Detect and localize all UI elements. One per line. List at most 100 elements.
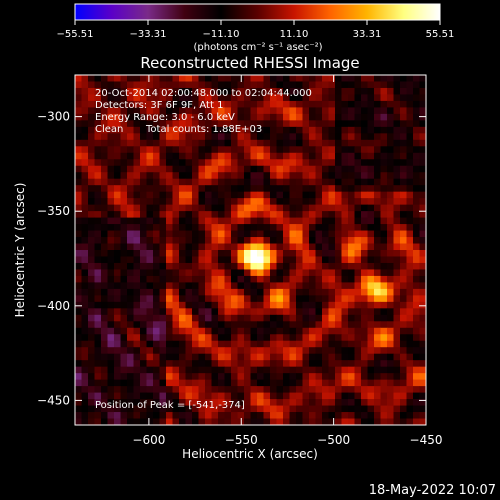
heatmap-cell bbox=[406, 360, 414, 368]
heatmap-cell bbox=[257, 256, 264, 264]
heatmap-cell bbox=[263, 275, 271, 283]
heatmap-cell bbox=[146, 275, 154, 283]
heatmap-cell bbox=[192, 139, 199, 147]
heatmap-cell bbox=[322, 288, 329, 296]
heatmap-cell bbox=[127, 386, 134, 393]
heatmap-cell bbox=[374, 94, 381, 102]
heatmap-cell bbox=[231, 373, 238, 381]
heatmap-cell bbox=[88, 113, 95, 121]
heatmap-cell bbox=[140, 178, 147, 186]
heatmap-cell bbox=[283, 373, 290, 381]
heatmap-cell bbox=[114, 399, 121, 406]
heatmap-cell bbox=[133, 275, 141, 283]
heatmap-cell bbox=[296, 269, 303, 277]
heatmap-cell bbox=[107, 392, 115, 400]
heatmap-cell bbox=[172, 360, 180, 368]
heatmap-cell bbox=[354, 198, 362, 206]
heatmap-cell bbox=[205, 347, 212, 355]
heatmap-cell bbox=[179, 373, 186, 381]
heatmap-cell bbox=[159, 172, 167, 180]
heatmap-cell bbox=[341, 146, 349, 154]
heatmap-cell bbox=[146, 353, 154, 361]
heatmap-cell bbox=[348, 237, 355, 244]
heatmap-cell bbox=[283, 172, 290, 180]
heatmap-cell bbox=[153, 418, 160, 426]
heatmap-cell bbox=[328, 94, 336, 102]
heatmap-cell bbox=[348, 107, 355, 115]
heatmap-cell bbox=[413, 301, 420, 309]
heatmap-cell bbox=[341, 243, 349, 251]
heatmap-cell bbox=[244, 340, 251, 348]
heatmap-cell bbox=[192, 386, 199, 393]
heatmap-cell bbox=[276, 126, 284, 134]
heatmap-cell bbox=[309, 275, 316, 283]
heatmap-cell bbox=[289, 301, 297, 309]
heatmap-cell bbox=[296, 100, 303, 108]
heatmap-cell bbox=[166, 301, 173, 309]
heatmap-cell bbox=[146, 217, 154, 225]
heatmap-cell bbox=[348, 146, 355, 154]
heatmap-cell bbox=[244, 133, 251, 141]
heatmap-cell bbox=[374, 308, 381, 316]
heatmap-cell bbox=[101, 360, 108, 368]
heatmap-cell bbox=[94, 360, 102, 368]
heatmap-cell bbox=[231, 379, 238, 387]
heatmap-cell bbox=[400, 366, 407, 374]
heatmap-cell bbox=[244, 237, 251, 244]
heatmap-cell bbox=[218, 379, 225, 387]
heatmap-cell bbox=[387, 282, 394, 290]
heatmap-cell bbox=[250, 412, 258, 419]
heatmap-cell bbox=[387, 139, 394, 147]
heatmap-cell bbox=[302, 204, 310, 212]
heatmap-cell bbox=[205, 243, 212, 251]
heatmap-cell bbox=[231, 204, 238, 212]
heatmap-cell bbox=[153, 146, 160, 154]
heatmap-cell bbox=[127, 353, 134, 361]
heatmap-cell bbox=[393, 405, 401, 413]
heatmap-cell bbox=[88, 366, 95, 374]
heatmap-cell bbox=[263, 386, 271, 393]
heatmap-cell bbox=[283, 120, 290, 128]
heatmap-cell bbox=[172, 256, 180, 264]
heatmap-cell bbox=[315, 224, 323, 231]
heatmap-cell bbox=[211, 146, 219, 154]
heatmap-cell bbox=[257, 133, 264, 141]
heatmap-cell bbox=[315, 405, 323, 413]
heatmap-cell bbox=[393, 152, 401, 160]
heatmap-cell bbox=[322, 334, 329, 342]
heatmap-cell bbox=[296, 152, 303, 160]
heatmap-cell bbox=[309, 256, 316, 264]
heatmap-cell bbox=[94, 139, 102, 147]
heatmap-cell bbox=[367, 353, 375, 361]
heatmap-cell bbox=[361, 366, 368, 374]
heatmap-cell bbox=[315, 217, 323, 225]
heatmap-cell bbox=[224, 191, 232, 199]
heatmap-cell bbox=[218, 113, 225, 121]
heatmap-cell bbox=[244, 256, 251, 264]
heatmap-cell bbox=[361, 237, 368, 244]
heatmap-cell bbox=[328, 87, 336, 95]
heatmap-cell bbox=[159, 185, 167, 193]
heatmap-cell bbox=[387, 211, 394, 218]
heatmap-cell bbox=[101, 392, 108, 400]
heatmap-cell bbox=[107, 301, 115, 309]
heatmap-cell bbox=[276, 321, 284, 329]
heatmap-cell bbox=[289, 159, 297, 167]
heatmap-cell bbox=[218, 81, 225, 89]
heatmap-cell bbox=[361, 172, 368, 180]
heatmap-cell bbox=[140, 224, 147, 231]
heatmap-cell bbox=[296, 405, 303, 413]
heatmap-cell bbox=[250, 100, 258, 108]
heatmap-cell bbox=[159, 392, 167, 400]
heatmap-cell bbox=[179, 217, 186, 225]
heatmap-cell bbox=[146, 237, 154, 244]
heatmap-cell bbox=[270, 314, 277, 322]
heatmap-cell bbox=[192, 399, 199, 406]
heatmap-cell bbox=[205, 217, 212, 225]
heatmap-cell bbox=[322, 250, 329, 257]
heatmap-cell bbox=[374, 392, 381, 400]
heatmap-cell bbox=[328, 386, 336, 393]
heatmap-cell bbox=[413, 314, 420, 322]
heatmap-cell bbox=[185, 366, 193, 374]
heatmap-cell bbox=[120, 198, 128, 206]
